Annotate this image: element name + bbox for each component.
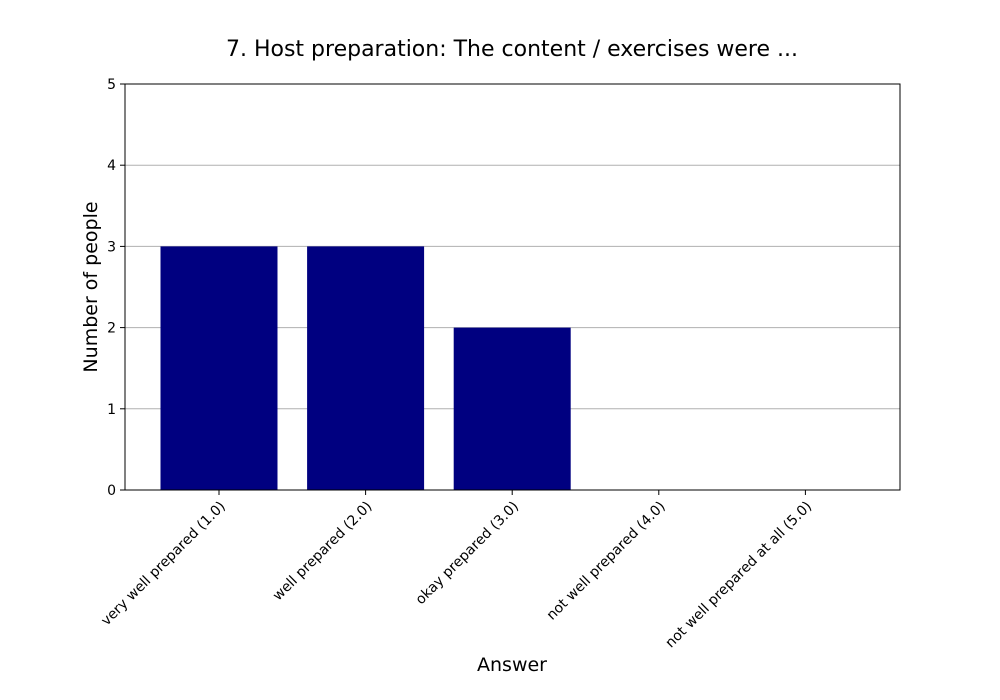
y-tick-label-0: 0 (107, 483, 116, 499)
y-tick-label-3: 3 (107, 239, 116, 255)
bars (160, 246, 571, 490)
y-axis-label: Number of people (80, 201, 102, 372)
bar-2 (453, 327, 571, 490)
bar-0 (160, 246, 278, 490)
chart-title: 7. Host preparation: The content / exerc… (226, 37, 798, 62)
y-tick-label-5: 5 (107, 77, 116, 93)
y-axis: 0 1 2 3 4 5 (107, 77, 125, 499)
x-axis-label: Answer (477, 654, 547, 676)
y-tick-label-2: 2 (107, 321, 116, 337)
bar-1 (307, 246, 425, 490)
y-tick-label-1: 1 (107, 402, 116, 418)
y-tick-label-4: 4 (107, 158, 116, 174)
